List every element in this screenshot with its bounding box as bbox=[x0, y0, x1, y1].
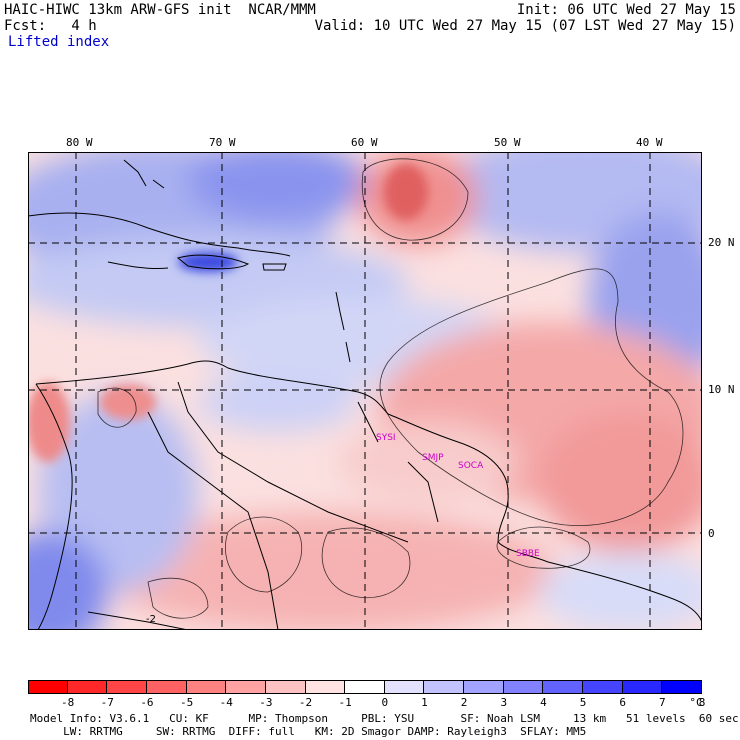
grid-lines bbox=[28, 152, 702, 630]
lat-label-10n: 10 N bbox=[708, 383, 735, 396]
colorbar-label: 5 bbox=[579, 696, 587, 709]
lifted-index-shading bbox=[28, 152, 702, 630]
colorbar-swatch bbox=[464, 680, 504, 694]
colorbar-unit: °C bbox=[689, 696, 703, 709]
lon-label-80w: 80 W bbox=[66, 136, 93, 149]
colorbar-swatch bbox=[265, 680, 306, 694]
lon-label-70w: 70 W bbox=[209, 136, 236, 149]
colorbar-swatch bbox=[384, 680, 425, 694]
colorbar-swatch bbox=[67, 680, 108, 694]
colorbar-label: 6 bbox=[619, 696, 627, 709]
colorbar-swatch bbox=[503, 680, 544, 694]
lon-label-40w: 40 W bbox=[636, 136, 663, 149]
colorbar-label: -7 bbox=[100, 696, 114, 709]
colorbar-label: -1 bbox=[338, 696, 352, 709]
colorbar-swatch bbox=[186, 680, 227, 694]
colorbar-label: 1 bbox=[421, 696, 428, 709]
colorbar-label: 2 bbox=[460, 696, 468, 709]
colorbar-label: 0 bbox=[381, 696, 389, 709]
colorbar-swatch bbox=[424, 680, 465, 694]
lifted-index-map: -2 SYSI SMJP SOCA SBBE bbox=[28, 152, 702, 630]
colorbar-label: -5 bbox=[179, 696, 194, 709]
colorbar-swatch bbox=[305, 680, 346, 694]
lon-label-50w: 50 W bbox=[494, 136, 521, 149]
colorbar-label: -3 bbox=[259, 696, 273, 709]
colorbar-label: 7 bbox=[659, 696, 666, 709]
colorbar-swatch bbox=[543, 680, 584, 694]
lon-label-60w: 60 W bbox=[351, 136, 378, 149]
model-info-line1: Model Info: V3.6.1 CU: KF MP: Thompson P… bbox=[30, 712, 739, 725]
lat-label-0: 0 bbox=[708, 527, 715, 540]
init-time: Init: 06 UTC Wed 27 May 15 bbox=[516, 2, 736, 18]
contour-label: -2 bbox=[146, 614, 156, 625]
forecast-hour: Fcst: 4 h bbox=[4, 18, 97, 34]
colorbar-swatch bbox=[345, 680, 385, 694]
model-info-line2: LW: RRTMG SW: RRTMG DIFF: full KM: 2D Sm… bbox=[30, 725, 587, 738]
station-sbbe: SBBE bbox=[516, 549, 540, 559]
colorbar-label: -6 bbox=[140, 696, 154, 709]
colorbar-swatch bbox=[622, 680, 663, 694]
valid-time: Valid: 10 UTC Wed 27 May 15 (07 LST Wed … bbox=[314, 18, 736, 34]
colorbar-swatch bbox=[226, 680, 266, 694]
contours bbox=[97, 158, 684, 619]
colorbar-swatch bbox=[583, 680, 623, 694]
coastlines bbox=[28, 159, 702, 630]
map-frame bbox=[28, 152, 702, 630]
colorbar-swatch bbox=[107, 680, 147, 694]
station-sysi: SYSI bbox=[376, 433, 396, 443]
field-name: Lifted index bbox=[8, 34, 110, 50]
model-title: HAIC-HIWC 13km ARW-GFS init NCAR/MMM bbox=[4, 2, 316, 18]
colorbar bbox=[28, 680, 702, 694]
station-smjp: SMJP bbox=[422, 453, 444, 463]
colorbar-label: -4 bbox=[219, 696, 233, 709]
colorbar-label: 4 bbox=[540, 696, 547, 709]
station-markers: SYSI SMJP SOCA SBBE bbox=[376, 433, 540, 559]
colorbar-swatch bbox=[662, 680, 702, 694]
colorbar-swatch bbox=[146, 680, 187, 694]
colorbar-label: 3 bbox=[500, 696, 508, 709]
colorbar-swatch bbox=[28, 680, 68, 694]
lat-label-20n: 20 N bbox=[708, 236, 735, 249]
colorbar-label: -2 bbox=[298, 696, 313, 709]
station-soca: SOCA bbox=[458, 461, 484, 471]
colorbar-label: 8 bbox=[698, 696, 706, 709]
colorbar-label: -8 bbox=[61, 696, 75, 709]
